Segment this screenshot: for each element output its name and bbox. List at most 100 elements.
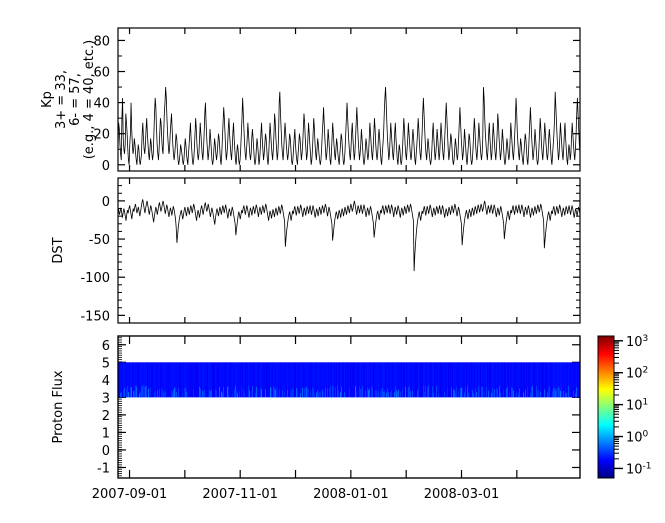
spectrogram-column [284,362,286,398]
spectrogram-column [568,362,570,398]
spectrogram-column [237,362,239,398]
spectrogram-column [181,362,183,398]
spectrogram-column [500,362,502,398]
spectrogram-column [323,362,325,398]
pf-ytick-label: 4 [102,374,110,389]
spectrogram-column [146,362,148,398]
spectrogram-column [119,362,121,398]
spectrogram-striation [432,386,434,398]
spectrogram-striation [193,388,195,398]
spectrogram-striation [338,390,340,398]
spectrogram-striation [461,387,463,398]
spectrogram-striation [383,391,385,398]
spectrogram-striation [462,386,464,398]
spectrogram-column [227,362,229,398]
spectrogram-column [430,362,432,398]
spectrogram-column [385,362,387,398]
spectrogram-striation [163,392,165,398]
spectrogram-column [286,362,288,398]
spectrogram-column [304,362,306,398]
spectrogram-striation [252,385,254,398]
spectrogram-striation [500,392,502,398]
pf-ytick-label: 6 [102,339,110,354]
spectrogram-column [423,362,425,398]
spectrogram-striation [548,387,550,398]
spectrogram-column [297,362,299,398]
spectrogram-column [489,362,491,398]
spectrogram-column [248,362,250,398]
spectrogram-column [350,362,352,398]
spectrogram-column [416,362,418,398]
spectrogram-column [525,362,527,398]
spectrogram-column [202,362,204,398]
spectrogram-column [505,362,507,398]
spectrogram-column [145,362,147,398]
spectrogram-striation [237,392,239,398]
spectrogram-column [468,362,470,398]
spectrogram-column [190,362,192,398]
spectrogram-column [283,362,285,398]
spectrogram-striation [531,386,533,398]
spectrogram-column [490,362,492,398]
spectrogram-column [551,362,553,398]
spectrogram-striation [312,387,314,398]
spectrogram-column [542,362,544,398]
spectrogram-column [197,362,199,398]
spectrogram-column [348,362,350,398]
spectrogram-striation [532,385,534,398]
spectrogram-striation [381,388,383,398]
spectrogram-column [239,362,241,398]
spectrogram-column [186,362,188,398]
spectrogram-column [170,362,172,398]
spectrogram-column [528,362,530,398]
spectrogram-striation [265,388,267,398]
spectrogram-column [233,362,235,398]
spectrogram-column [205,362,207,398]
x-tick-label: 2007-11-01 [202,487,278,502]
spectrogram-column [506,362,508,398]
spectrogram-column [308,362,310,398]
spectrogram-striation [317,389,319,398]
spectrogram-striation [568,385,570,398]
spectrogram-striation [424,392,426,398]
spectrogram-striation [451,387,453,398]
spectrogram-column [266,362,268,398]
spectrogram-column [529,362,531,398]
spectrogram-column [564,362,566,398]
spectrogram-striation [186,391,188,398]
spectrogram-striation [391,390,393,398]
spectrogram-striation [319,392,321,398]
spectrogram-column [274,362,276,398]
spectrogram-column [577,362,579,398]
spectrogram-striation [494,389,496,398]
spectrogram-striation [405,386,407,398]
spectrogram-column [229,362,231,398]
spectrogram-striation [251,390,253,398]
spectrogram-column [414,362,416,398]
spectrogram-column [469,362,471,398]
spectrogram-column [567,362,569,398]
spectrogram-column [366,362,368,398]
spectrogram-striation [174,387,176,398]
spectrogram-column [456,362,458,398]
spectrogram-striation [131,387,133,398]
spectrogram-column [316,362,318,398]
spectrogram-column [381,362,383,398]
spectrogram-striation [204,390,206,398]
spectrogram-column [270,362,272,398]
spectrogram-column [277,362,279,398]
spectrogram-striation [130,387,132,398]
spectrogram-striation [519,388,521,398]
spectrogram-column [212,362,214,398]
spectrogram-striation [388,391,390,398]
spectrogram-column [548,362,550,398]
spectrogram-column [224,362,226,398]
spectrogram-column [519,362,521,398]
spectrogram-column [320,362,322,398]
spectrogram-column [216,362,218,398]
spectrogram-column [129,362,131,398]
spectrogram-striation [433,392,435,398]
spectrogram-column [299,362,301,398]
spectrogram-column [520,362,522,398]
spectrogram-column [305,362,307,398]
